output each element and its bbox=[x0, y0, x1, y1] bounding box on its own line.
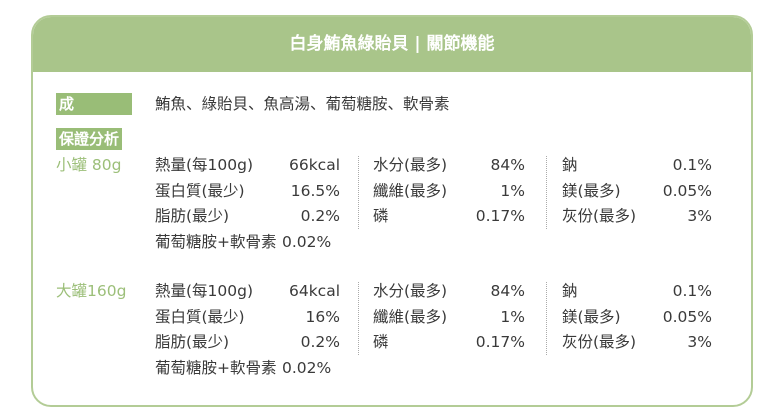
separator bbox=[358, 282, 359, 355]
item-label: 纖維(最多) bbox=[373, 181, 448, 200]
item-value: 0.05% bbox=[662, 307, 712, 326]
item-value: 16% bbox=[305, 307, 340, 326]
item-value: 0.2% bbox=[300, 207, 340, 225]
item-value: 0.2% bbox=[300, 333, 340, 351]
item-label: 脂肪(最少) bbox=[155, 207, 230, 225]
item-label: 磷 bbox=[373, 333, 389, 351]
item-label: 葡萄糖胺+軟骨素 bbox=[155, 232, 277, 251]
item-label: 灰份(最多) bbox=[562, 207, 637, 225]
separator bbox=[358, 156, 359, 229]
item-label: 鎂(最多) bbox=[562, 307, 621, 326]
group-name: 小罐 80g bbox=[56, 156, 122, 174]
item-value: 84% bbox=[490, 156, 525, 174]
item-value: 0.1% bbox=[672, 282, 712, 300]
item-label: 灰份(最多) bbox=[562, 333, 637, 351]
item-label: 熱量(每100g) bbox=[155, 282, 254, 300]
item-label: 脂肪(最少) bbox=[155, 333, 230, 351]
item-value: 1% bbox=[500, 181, 525, 200]
item-label: 磷 bbox=[373, 207, 389, 225]
card: 白身鮪魚綠貽貝 | 關節機能 bbox=[31, 15, 753, 407]
item-value: 0.02% bbox=[282, 232, 332, 251]
item-value: 0.05% bbox=[662, 181, 712, 200]
item-label: 水分(最多) bbox=[373, 156, 448, 174]
item-value: 0.17% bbox=[475, 333, 525, 351]
item-label: 纖維(最多) bbox=[373, 307, 448, 326]
ingredients-label: 成分 bbox=[56, 93, 132, 135]
item-label: 蛋白質(最少) bbox=[155, 307, 245, 326]
item-value: 84% bbox=[490, 282, 525, 300]
item-label: 鈉 bbox=[562, 156, 578, 174]
separator bbox=[546, 282, 547, 355]
item-label: 葡萄糖胺+軟骨素 bbox=[155, 358, 277, 377]
item-label: 鈉 bbox=[562, 282, 578, 300]
item-label: 蛋白質(最少) bbox=[155, 181, 245, 200]
group-name: 大罐160g bbox=[56, 282, 127, 300]
item-value: 16.5% bbox=[290, 181, 340, 200]
item-value: 3% bbox=[687, 207, 712, 225]
header-title: 白身鮪魚綠貽貝 | 關節機能 bbox=[33, 17, 751, 72]
analysis-label: 保證分析 bbox=[56, 128, 123, 150]
item-value: 64kcal bbox=[288, 282, 340, 300]
item-value: 0.17% bbox=[475, 207, 525, 225]
ingredients-text: 鮪魚、綠貽貝、魚高湯、葡萄糖胺、軟骨素 bbox=[155, 95, 450, 113]
item-label: 熱量(每100g) bbox=[155, 156, 254, 174]
item-value: 3% bbox=[687, 333, 712, 351]
item-value: 0.02% bbox=[282, 358, 332, 377]
item-value: 66kcal bbox=[288, 156, 340, 174]
item-label: 水分(最多) bbox=[373, 282, 448, 300]
item-label: 鎂(最多) bbox=[562, 181, 621, 200]
separator bbox=[546, 156, 547, 229]
item-value: 0.1% bbox=[672, 156, 712, 174]
item-value: 1% bbox=[500, 307, 525, 326]
